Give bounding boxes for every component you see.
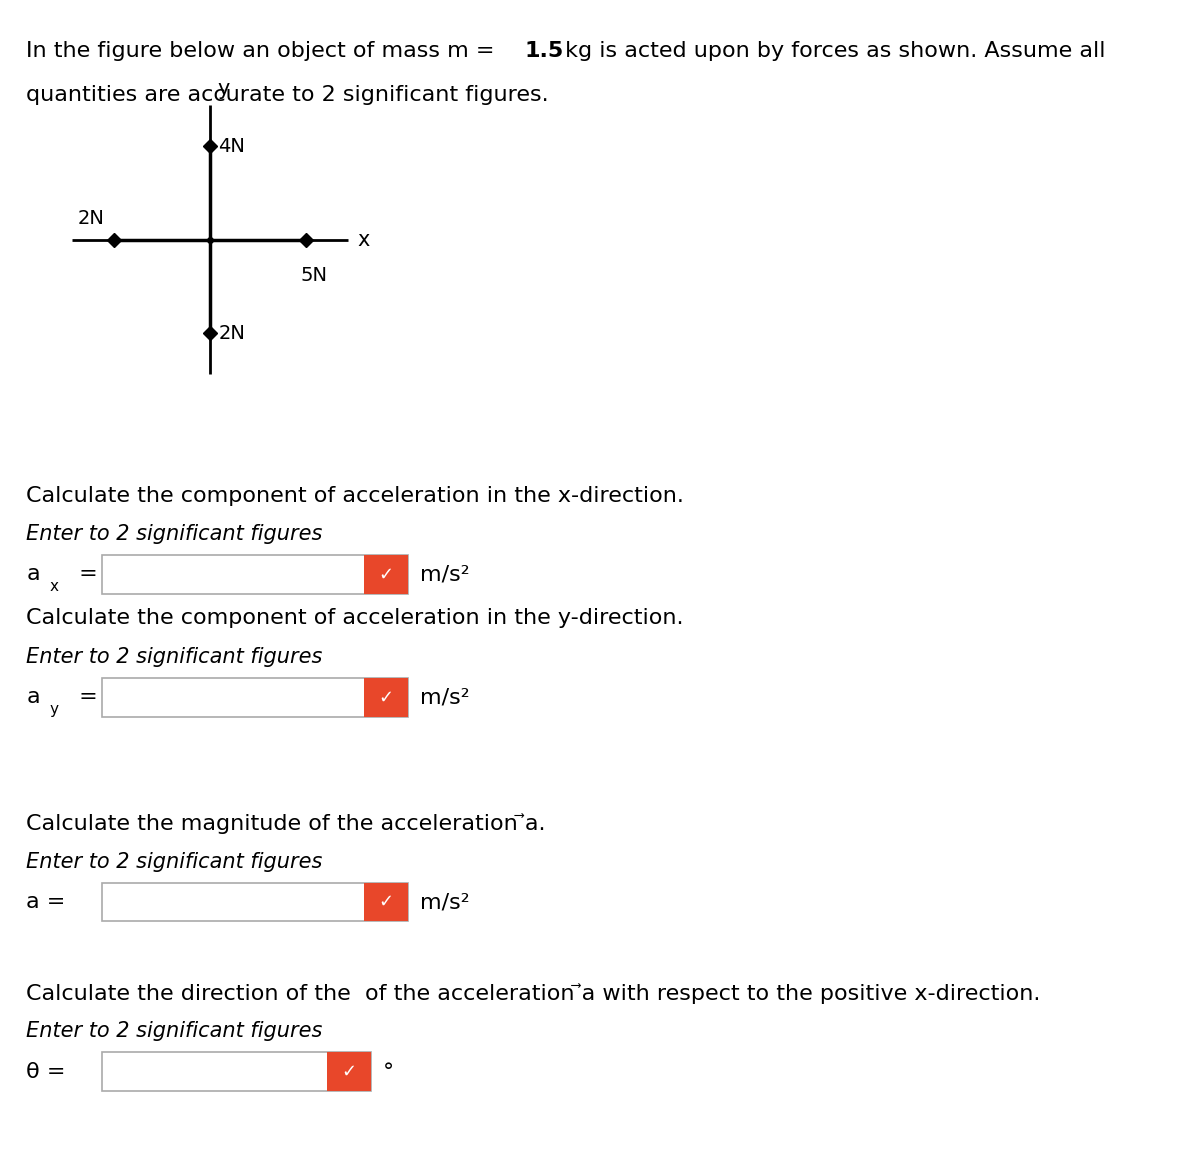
Text: Calculate the component of acceleration in the x-direction.: Calculate the component of acceleration … bbox=[26, 486, 684, 505]
Text: x: x bbox=[358, 229, 370, 250]
Bar bbox=[364, 556, 408, 594]
Text: 4N: 4N bbox=[218, 137, 245, 156]
Text: a: a bbox=[26, 687, 40, 708]
Bar bbox=[102, 883, 408, 922]
Bar bbox=[102, 556, 408, 594]
Text: ✓: ✓ bbox=[342, 1062, 356, 1081]
Text: a: a bbox=[26, 564, 40, 585]
Text: ✓: ✓ bbox=[378, 565, 394, 584]
Text: Enter to 2 significant figures: Enter to 2 significant figures bbox=[26, 852, 323, 872]
Text: x: x bbox=[49, 579, 58, 593]
Text: θ =: θ = bbox=[26, 1061, 66, 1082]
Bar bbox=[102, 679, 408, 716]
Text: m/s²: m/s² bbox=[420, 892, 469, 913]
Text: m/s²: m/s² bbox=[420, 564, 469, 585]
Text: °: ° bbox=[383, 1061, 395, 1082]
Bar bbox=[102, 1053, 371, 1090]
Text: In the figure below an object of mass m =: In the figure below an object of mass m … bbox=[26, 41, 502, 61]
Text: Calculate the component of acceleration in the y-direction.: Calculate the component of acceleration … bbox=[26, 608, 684, 628]
Text: ✓: ✓ bbox=[378, 688, 394, 707]
Text: 1.5: 1.5 bbox=[524, 41, 564, 61]
Text: kg is acted upon by forces as shown. Assume all: kg is acted upon by forces as shown. Ass… bbox=[558, 41, 1105, 61]
Text: Enter to 2 significant figures: Enter to 2 significant figures bbox=[26, 1021, 323, 1041]
Text: a =: a = bbox=[26, 892, 66, 913]
Text: =: = bbox=[72, 564, 97, 585]
Text: 5N: 5N bbox=[300, 266, 326, 284]
Text: m/s²: m/s² bbox=[420, 687, 469, 708]
Text: quantities are accurate to 2 significant figures.: quantities are accurate to 2 significant… bbox=[26, 85, 550, 105]
Text: 2N: 2N bbox=[218, 324, 245, 343]
Text: ✓: ✓ bbox=[378, 893, 394, 911]
Text: Enter to 2 significant figures: Enter to 2 significant figures bbox=[26, 524, 323, 544]
Bar bbox=[364, 883, 408, 922]
Text: Calculate the magnitude of the acceleration ⃗a.: Calculate the magnitude of the accelerat… bbox=[26, 813, 546, 834]
Bar bbox=[326, 1053, 371, 1090]
Bar bbox=[364, 679, 408, 716]
Text: y: y bbox=[217, 80, 229, 99]
Text: Calculate the direction of the  of the acceleration ⃗a with respect to the posit: Calculate the direction of the of the ac… bbox=[26, 983, 1040, 1004]
Text: 2N: 2N bbox=[78, 209, 104, 228]
Text: Enter to 2 significant figures: Enter to 2 significant figures bbox=[26, 647, 323, 667]
Text: y: y bbox=[49, 702, 58, 716]
Text: =: = bbox=[72, 687, 97, 708]
